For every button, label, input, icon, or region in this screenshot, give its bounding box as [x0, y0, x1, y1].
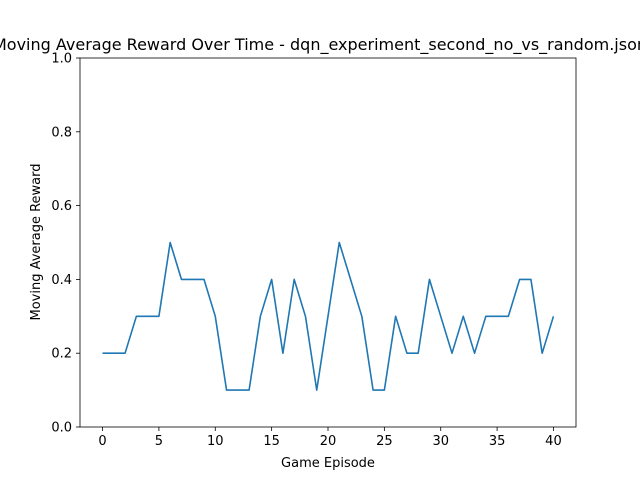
x-tick-label: 10: [207, 434, 224, 449]
plot-area: 0 5 10 15 20 25 30 35 40 0.0 0.2 0.4 0.6 0.8 1.0: [51, 52, 577, 449]
x-tick-label: 0: [98, 434, 106, 449]
y-tick-label: 0.4: [51, 273, 72, 288]
y-axis-label: Moving Average Reward: [29, 163, 44, 320]
y-tick-label: 0.6: [51, 199, 72, 214]
y-tick-label: 0.8: [51, 125, 72, 140]
x-tick-label: 15: [263, 434, 280, 449]
y-tick-label: 0.2: [51, 347, 72, 362]
x-axis-label: Game Episode: [281, 456, 375, 471]
x-tick-label: 20: [320, 434, 337, 449]
x-tick-label: 5: [155, 434, 163, 449]
series-line-0: [102, 241, 555, 391]
y-tick-label: 1.0: [51, 52, 72, 67]
x-tick-label: 40: [545, 434, 562, 449]
x-tick-label: 35: [489, 434, 506, 449]
x-tick-label: 30: [432, 434, 449, 449]
x-tick-label: 25: [376, 434, 393, 449]
plot-frame: [79, 57, 577, 428]
chart-title: Moving Average Reward Over Time - dqn_ex…: [0, 35, 640, 55]
y-tick-label: 0.0: [51, 421, 72, 436]
